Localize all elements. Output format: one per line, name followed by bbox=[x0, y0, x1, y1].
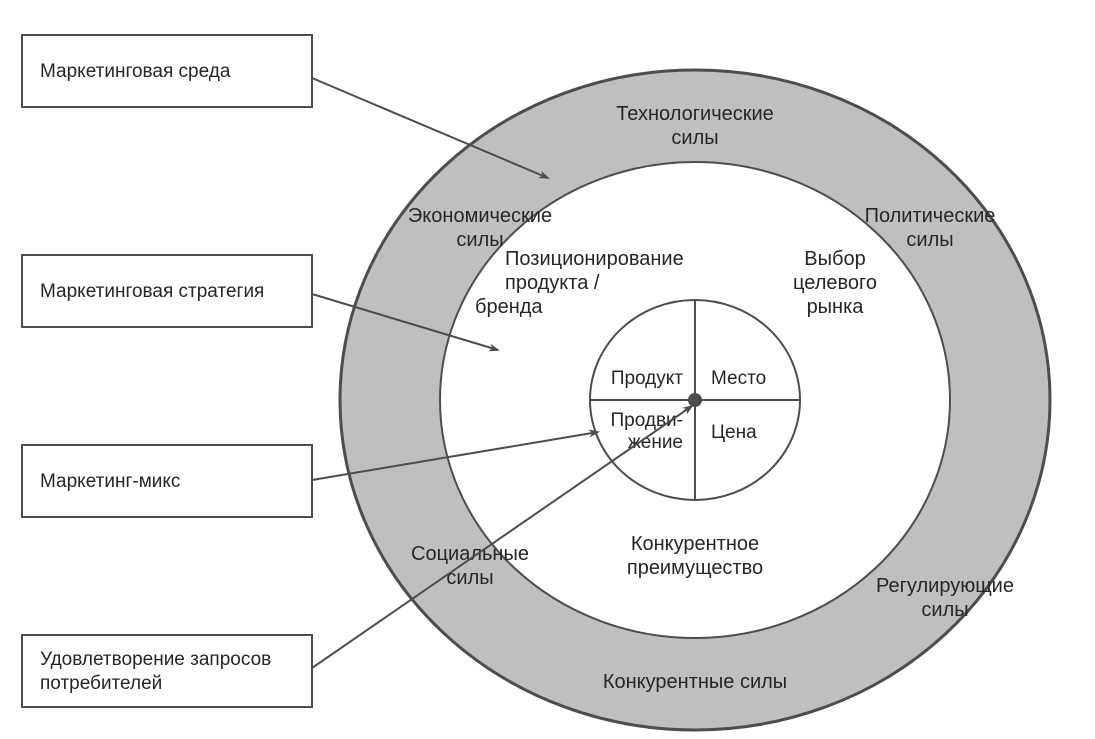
positioning-label-3: бренда bbox=[475, 296, 543, 318]
marketing-onion-diagram: Технологические силы Экономические силы … bbox=[0, 0, 1095, 739]
quad-price: Цена bbox=[711, 422, 757, 443]
center-dot bbox=[688, 393, 702, 407]
force-polit-label: Политические bbox=[865, 205, 996, 227]
force-social-label: Социальные bbox=[411, 543, 529, 565]
legend-box-env: Маркетинговая среда bbox=[22, 35, 312, 107]
legend-label-satisfy-2: потребителей bbox=[40, 673, 162, 694]
force-tech-label: Технологические bbox=[616, 103, 774, 125]
legend-box-mix: Маркетинг-микс bbox=[22, 445, 312, 517]
legend-label-mix: Маркетинг-микс bbox=[40, 471, 180, 492]
legend-label-env: Маркетинговая среда bbox=[40, 61, 231, 82]
force-compet-label: Конкурентные силы bbox=[603, 671, 787, 693]
legend-label-satisfy: Удовлетворение запросов bbox=[40, 649, 271, 670]
target-market-label-3: рынка bbox=[807, 296, 865, 318]
force-reg-label-2: силы bbox=[921, 599, 968, 621]
force-econ-label: Экономические bbox=[408, 205, 552, 227]
positioning-label: Позиционирование bbox=[505, 248, 684, 270]
competitive-adv-label: Конкурентное bbox=[631, 533, 759, 555]
quad-place: Место bbox=[711, 368, 766, 389]
target-market-label-2: целевого bbox=[793, 272, 877, 294]
target-market-label: Выбор bbox=[804, 248, 865, 270]
legend-label-strategy: Маркетинговая стратегия bbox=[40, 281, 264, 302]
quad-product: Продукт bbox=[611, 368, 683, 389]
competitive-adv-label-2: преимущество bbox=[627, 557, 763, 579]
legend-boxes: Маркетинговая среда Маркетинговая стратег… bbox=[22, 35, 312, 707]
legend-box-strategy: Маркетинговая стратегия bbox=[22, 255, 312, 327]
positioning-label-2: продукта / bbox=[505, 272, 600, 294]
quad-promotion-2: жение bbox=[628, 432, 683, 453]
legend-box-satisfy: Удовлетворение запросов потребителей bbox=[22, 635, 312, 707]
force-reg-label: Регулирующие bbox=[876, 575, 1014, 597]
force-polit-label-2: силы bbox=[906, 229, 953, 251]
force-tech-label-2: силы bbox=[671, 127, 718, 149]
force-econ-label-2: силы bbox=[456, 229, 503, 251]
